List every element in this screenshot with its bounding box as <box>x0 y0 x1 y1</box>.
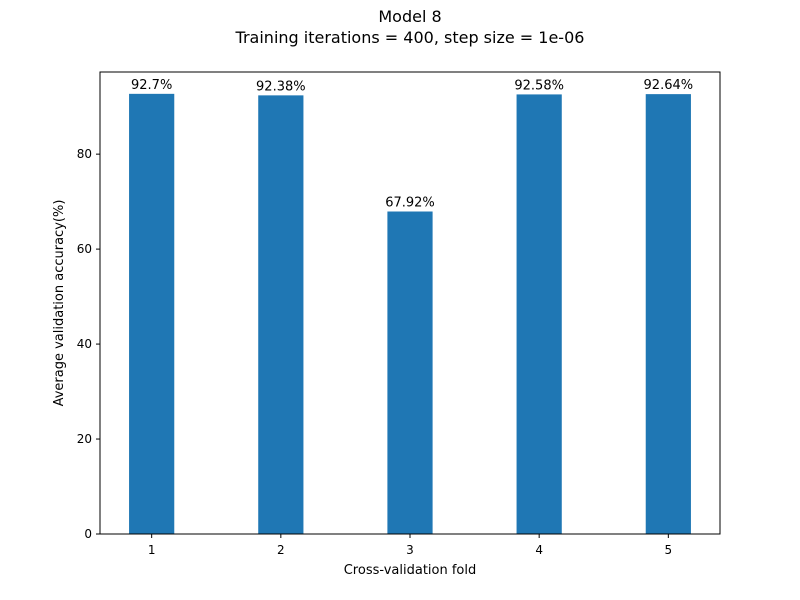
data-labels-group: 92.7% 92.38% 67.92% 92.58% 92.64% <box>131 78 693 211</box>
y-tick-label-40: 40 <box>77 337 92 351</box>
bar-fold-3 <box>387 211 433 535</box>
data-label-fold-2: 92.38% <box>256 79 306 94</box>
bar-fold-2 <box>258 95 304 535</box>
x-tick-label-5: 5 <box>665 543 673 557</box>
y-tick-label-80: 80 <box>77 147 92 161</box>
bar-fold-5 <box>645 94 691 534</box>
y-axis: 0 20 40 60 80 <box>77 147 100 541</box>
bar-fold-4 <box>516 94 562 535</box>
x-tick-label-2: 2 <box>277 543 285 557</box>
y-axis-label: Average validation accuracy(%) <box>52 200 67 407</box>
data-label-fold-4: 92.58% <box>514 78 564 93</box>
bar-fold-1 <box>129 93 175 534</box>
data-label-fold-1: 92.7% <box>131 78 172 93</box>
x-axis-label: Cross-validation fold <box>344 563 477 578</box>
x-tick-label-1: 1 <box>148 543 156 557</box>
y-tick-label-0: 0 <box>84 527 92 541</box>
data-label-fold-3: 67.92% <box>385 196 435 211</box>
x-tick-label-4: 4 <box>535 543 543 557</box>
x-axis: 1 2 3 4 5 <box>148 534 672 557</box>
chart-title: Model 8 <box>378 7 441 26</box>
bars-group <box>129 93 691 535</box>
x-tick-label-3: 3 <box>406 543 414 557</box>
data-label-fold-5: 92.64% <box>644 78 694 93</box>
y-tick-label-20: 20 <box>77 432 92 446</box>
chart-subtitle: Training iterations = 400, step size = 1… <box>235 28 585 47</box>
plot-area-frame <box>99 71 721 535</box>
y-tick-label-60: 60 <box>77 242 92 256</box>
